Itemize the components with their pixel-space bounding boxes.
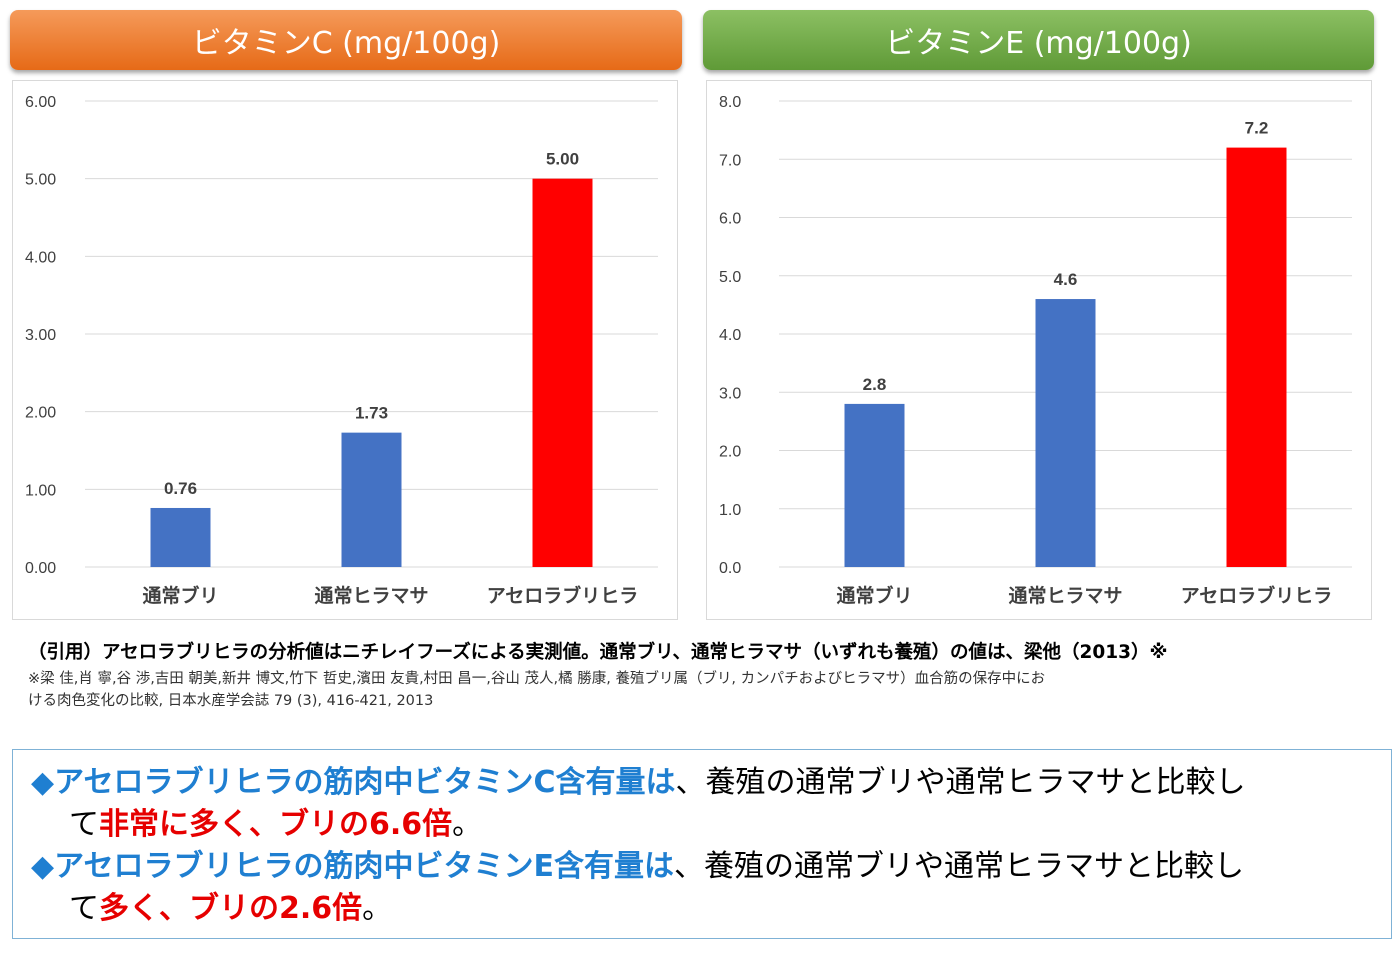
chart-2-ytick-label-4: 4.0 <box>719 327 741 344</box>
chart-1-value-label-2: 5.00 <box>546 150 579 169</box>
citation-block: （引用）アセロラブリヒラの分析値はニチレイフーズによる実測値。通常ブリ、通常ヒラ… <box>28 640 1368 712</box>
summary-line-4: て多く、ブリの2.6倍。 <box>31 888 1391 930</box>
summary-vitamin-c-result: 非常に多く、ブリの6.6倍 <box>99 807 453 842</box>
summary-vitamin-c-subject: アセロラブリヒラの筋肉中ビタミンC含有量は <box>54 765 676 800</box>
vitamin-c-chart: 0.00 1.00 2.00 3.00 4.00 5.00 6.00 0.76 通常ブリ 1.73… <box>12 80 678 620</box>
chart-1-ytick-label-3: 3.00 <box>25 327 56 344</box>
citation-reference-line-1: ※梁 佳,肖 寧,谷 渉,吉田 朝美,新井 博文,竹下 哲史,濱田 友貴,村田 … <box>28 671 1046 687</box>
citation-reference: ※梁 佳,肖 寧,谷 渉,吉田 朝美,新井 博文,竹下 哲史,濱田 友貴,村田 … <box>28 668 1368 712</box>
chart-1-value-label-1: 1.73 <box>355 404 388 423</box>
summary-line-2-prefix: て <box>69 807 99 842</box>
chart-1-ytick-label-6: 6.00 <box>25 94 56 111</box>
vitamin-e-chart: 0.0 1.0 2.0 3.0 4.0 5.0 6.0 7.0 8.0 2.8 通常ブリ 4.6 通常ヒ… <box>706 80 1372 620</box>
summary-vitamin-e-result: 多く、ブリの2.6倍 <box>99 891 363 926</box>
chart-1-bar-2 <box>532 178 593 567</box>
vitamin-c-chart-svg: 0.00 1.00 2.00 3.00 4.00 5.00 6.00 0.76 通常ブリ 1.73… <box>25 94 658 607</box>
vitamin-c-header: ビタミンC (mg/100g) <box>10 10 682 70</box>
summary-line-3: ◆アセロラブリヒラの筋肉中ビタミンE含有量は、養殖の通常ブリや通常ヒラマサと比較… <box>31 846 1391 888</box>
chart-1-ytick-label-5: 5.00 <box>25 172 56 189</box>
summary-line-4-suffix: 。 <box>362 891 393 926</box>
chart-2-bar-2 <box>1226 147 1287 567</box>
vitamin-e-header-title: ビタミンE (mg/100g) <box>885 26 1192 61</box>
chart-2-ytick-label-6: 6.0 <box>719 211 741 228</box>
chart-2-ytick-label-7: 7.0 <box>719 152 741 169</box>
chart-1-bar-1 <box>341 432 402 567</box>
chart-2-value-label-1: 4.6 <box>1054 270 1078 289</box>
summary-line-4-prefix: て <box>69 891 99 926</box>
summary-vitamin-c-comparison: 、養殖の通常ブリや通常ヒラマサと比較し <box>675 765 1246 800</box>
chart-2-ytick-label-3: 3.0 <box>719 385 741 402</box>
vitamin-e-header: ビタミンE (mg/100g) <box>703 10 1374 70</box>
vitamin-e-chart-svg: 0.0 1.0 2.0 3.0 4.0 5.0 6.0 7.0 8.0 2.8 通常ブリ 4.6 通常ヒ… <box>719 94 1352 607</box>
summary-vitamin-e-comparison: 、養殖の通常ブリや通常ヒラマサと比較し <box>673 849 1244 884</box>
summary-line-2: て非常に多く、ブリの6.6倍。 <box>31 804 1391 846</box>
chart-2-bar-0 <box>844 403 905 567</box>
citation-main: （引用）アセロラブリヒラの分析値はニチレイフーズによる実測値。通常ブリ、通常ヒラ… <box>28 642 1168 663</box>
chart-2-ytick-label-0: 0.0 <box>719 560 741 577</box>
chart-2-value-label-2: 7.2 <box>1245 119 1269 138</box>
chart-1-category-label-1: 通常ヒラマサ <box>314 584 428 607</box>
chart-1-ytick-label-1: 1.00 <box>25 482 56 499</box>
chart-1-value-label-0: 0.76 <box>164 479 197 498</box>
chart-1-ytick-label-4: 4.00 <box>25 249 56 266</box>
summary-line-2-suffix: 。 <box>452 807 483 842</box>
chart-1-ytick-label-2: 2.00 <box>25 405 56 422</box>
chart-2-value-label-0: 2.8 <box>863 375 887 394</box>
chart-2-ytick-label-1: 1.0 <box>719 502 741 519</box>
diamond-bullet-icon: ◆ <box>31 849 55 884</box>
chart-2-ytick-label-5: 5.0 <box>719 269 741 286</box>
chart-1-category-label-0: 通常ブリ <box>142 584 218 607</box>
chart-1-ytick-label-0: 0.00 <box>25 560 56 577</box>
vitamin-c-header-title: ビタミンC (mg/100g) <box>191 26 501 61</box>
diamond-bullet-icon: ◆ <box>31 765 55 800</box>
chart-2-ytick-label-2: 2.0 <box>719 444 741 461</box>
chart-2-category-label-1: 通常ヒラマサ <box>1008 584 1122 607</box>
citation-reference-line-2: ける肉色変化の比較, 日本水産学会誌 79 (3), 416-421, 2013 <box>28 693 434 709</box>
chart-2-category-label-2: アセロラブリヒラ <box>1181 584 1333 607</box>
chart-1-bar-0 <box>150 507 211 567</box>
chart-2-ytick-label-8: 8.0 <box>719 94 741 111</box>
chart-2-bar-1 <box>1035 299 1096 567</box>
chart-2-category-label-0: 通常ブリ <box>836 584 912 607</box>
chart-1-category-label-2: アセロラブリヒラ <box>487 584 639 607</box>
summary-line-1: ◆アセロラブリヒラの筋肉中ビタミンC含有量は、養殖の通常ブリや通常ヒラマサと比較… <box>31 762 1391 804</box>
summary-box: ◆アセロラブリヒラの筋肉中ビタミンC含有量は、養殖の通常ブリや通常ヒラマサと比較… <box>12 749 1392 939</box>
summary-vitamin-e-subject: アセロラブリヒラの筋肉中ビタミンE含有量は <box>54 849 674 884</box>
